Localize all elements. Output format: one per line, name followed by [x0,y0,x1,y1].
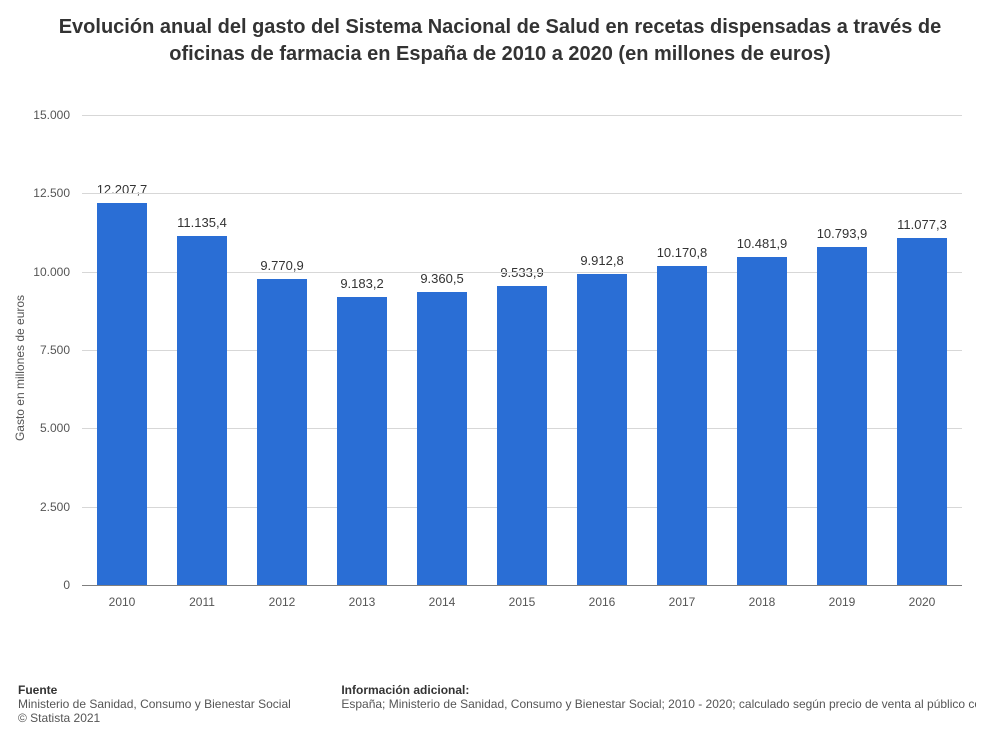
bar-value-label: 9.533,9 [477,265,567,280]
plot-wrap: Gasto en millones de euros 12.207,711.13… [82,115,962,620]
plot-area: 12.207,711.135,49.770,99.183,29.360,59.5… [82,115,962,586]
y-tick-label: 10.000 [10,265,70,279]
chart-footer: Fuente Ministerio de Sanidad, Consumo y … [18,683,983,725]
y-tick-label: 12.500 [10,186,70,200]
bar-value-label: 9.360,5 [397,271,487,286]
y-tick-label: 7.500 [10,343,70,357]
info-text: España; Ministerio de Sanidad, Consumo y… [341,697,976,711]
bar [897,238,947,585]
x-tick-label: 2014 [402,595,482,609]
bar [497,286,547,585]
x-tick-label: 2016 [562,595,642,609]
gridline [82,193,962,194]
y-tick-label: 15.000 [10,108,70,122]
x-tick-label: 2019 [802,595,882,609]
bar [337,297,387,585]
y-tick-label: 5.000 [10,421,70,435]
bar [177,236,227,585]
bar [97,203,147,586]
y-tick-label: 2.500 [10,500,70,514]
bar-value-label: 10.170,8 [637,245,727,260]
bars-layer: 12.207,711.135,49.770,99.183,29.360,59.5… [82,115,962,585]
x-tick-label: 2015 [482,595,562,609]
source-line-2: © Statista 2021 [18,711,338,725]
bar-value-label: 10.793,9 [797,226,887,241]
source-line-1: Ministerio de Sanidad, Consumo y Bienest… [18,697,338,711]
bar [577,274,627,585]
x-tick-label: 2010 [82,595,162,609]
bar-value-label: 11.077,3 [877,217,967,232]
chart-title: Evolución anual del gasto del Sistema Na… [0,0,1000,68]
gridline [82,115,962,116]
bar [737,257,787,585]
source-heading: Fuente [18,683,338,697]
y-axis-title: Gasto en millones de euros [13,294,27,440]
bar-value-label: 11.135,4 [157,215,247,230]
bar-value-label: 9.912,8 [557,253,647,268]
y-tick-label: 0 [10,578,70,592]
chart-container: Evolución anual del gasto del Sistema Na… [0,0,1000,743]
x-tick-label: 2011 [162,595,242,609]
info-heading: Información adicional: [341,683,976,697]
bar [657,266,707,585]
bar-value-label: 10.481,9 [717,236,807,251]
x-tick-label: 2017 [642,595,722,609]
x-tick-label: 2012 [242,595,322,609]
x-tick-label: 2013 [322,595,402,609]
bar [257,279,307,585]
bar-value-label: 9.770,9 [237,258,327,273]
bar-value-label: 9.183,2 [317,276,407,291]
bar [417,292,467,585]
x-tick-label: 2018 [722,595,802,609]
x-tick-label: 2020 [882,595,962,609]
bar [817,247,867,585]
